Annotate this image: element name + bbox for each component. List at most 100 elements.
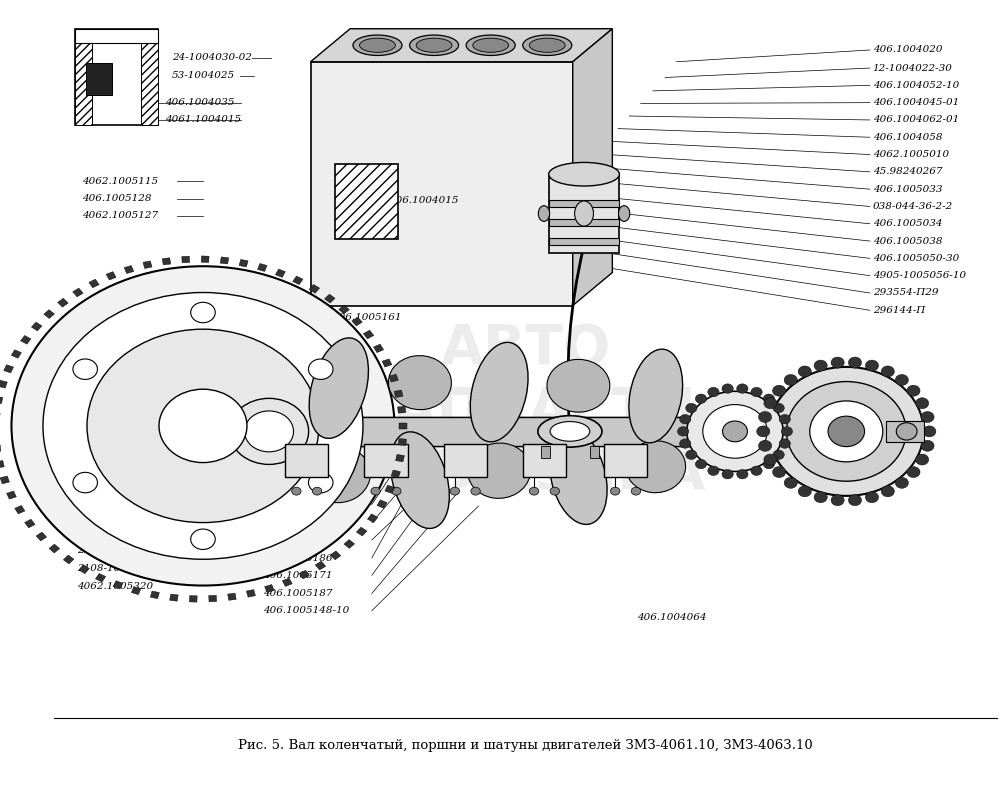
Bar [246, 589, 255, 597]
Text: 406.1005033: 406.1005033 [873, 185, 942, 194]
Bar [590, 446, 599, 458]
Text: 2108-1005160: 2108-1005160 [78, 564, 154, 573]
Circle shape [848, 495, 862, 506]
Circle shape [695, 394, 707, 403]
Circle shape [907, 385, 920, 396]
Circle shape [708, 387, 719, 397]
Bar [189, 596, 197, 602]
Ellipse shape [470, 342, 528, 442]
Bar [220, 257, 229, 264]
Circle shape [828, 416, 865, 447]
Bar [162, 257, 171, 265]
Bar [11, 350, 21, 358]
Bar [444, 444, 487, 477]
Text: 038-044-36-2-2: 038-044-36-2-2 [873, 202, 953, 211]
Circle shape [787, 382, 906, 482]
Bar [36, 532, 47, 541]
Bar [73, 288, 83, 297]
Bar [75, 29, 92, 124]
Bar [344, 539, 355, 548]
Circle shape [695, 459, 707, 469]
Circle shape [550, 487, 560, 495]
Circle shape [751, 466, 762, 475]
Text: 4062.1005320: 4062.1005320 [78, 582, 154, 591]
Circle shape [722, 384, 733, 394]
Text: 406.1005038: 406.1005038 [873, 237, 942, 246]
Bar [257, 264, 267, 272]
Circle shape [798, 366, 811, 377]
Text: 4061.1004015: 4061.1004015 [165, 116, 241, 124]
Text: 406.1005034: 406.1005034 [873, 219, 942, 228]
Circle shape [773, 385, 786, 396]
Circle shape [73, 472, 97, 493]
Bar [201, 256, 209, 262]
Text: 293554-П29: 293554-П29 [873, 288, 938, 298]
Circle shape [529, 487, 539, 495]
Circle shape [610, 487, 620, 495]
Bar [377, 500, 387, 508]
Ellipse shape [538, 416, 602, 447]
Ellipse shape [547, 360, 610, 412]
Bar [44, 310, 54, 318]
Bar [391, 470, 400, 478]
Ellipse shape [466, 35, 515, 55]
Text: АВТО
ЗАПЧАСТИ
ЖЕЛЕЗЯКА: АВТО ЗАПЧАСТИ ЖЕЛЕЗЯКА [345, 322, 706, 501]
Circle shape [921, 440, 934, 451]
Ellipse shape [575, 201, 593, 227]
Circle shape [814, 492, 827, 503]
Bar [0, 461, 4, 468]
Bar [285, 444, 328, 477]
Bar [7, 491, 16, 499]
Bar [549, 174, 619, 253]
Bar [4, 365, 14, 373]
Bar [0, 380, 7, 388]
Text: 53-1004025: 53-1004025 [172, 71, 235, 81]
Bar [394, 390, 403, 398]
Circle shape [848, 357, 862, 368]
Ellipse shape [360, 38, 395, 52]
Text: 45.98240267: 45.98240267 [873, 167, 942, 177]
Circle shape [831, 357, 844, 368]
Circle shape [896, 423, 917, 440]
Bar [396, 455, 404, 462]
Text: 406.1004058: 406.1004058 [873, 133, 942, 142]
Bar [75, 29, 158, 43]
Circle shape [708, 466, 719, 475]
Circle shape [831, 495, 844, 506]
Circle shape [810, 401, 883, 462]
Text: 80203АС9: 80203АС9 [78, 509, 133, 519]
Text: 406.1005170: 406.1005170 [263, 535, 333, 544]
Bar [549, 238, 619, 245]
Ellipse shape [538, 206, 550, 222]
Circle shape [779, 414, 790, 424]
Ellipse shape [550, 429, 607, 524]
Bar [282, 578, 292, 586]
Bar [261, 417, 827, 446]
Bar [86, 63, 112, 95]
Circle shape [159, 389, 247, 463]
Bar [886, 421, 924, 442]
Bar [339, 305, 349, 314]
Circle shape [881, 366, 894, 377]
Circle shape [921, 412, 934, 422]
Bar [124, 265, 134, 273]
Bar [75, 29, 158, 124]
Bar [356, 527, 367, 536]
Bar [170, 594, 178, 601]
Circle shape [751, 387, 762, 397]
Circle shape [865, 492, 879, 503]
Text: 4062.1005010: 4062.1005010 [873, 150, 949, 159]
Text: 4062.1005115: 4062.1005115 [82, 177, 158, 186]
Bar [141, 29, 158, 124]
Ellipse shape [390, 432, 449, 528]
Circle shape [11, 266, 394, 585]
Text: 406.1005128: 406.1005128 [82, 194, 152, 203]
Bar [275, 269, 285, 277]
Bar [131, 587, 141, 595]
Bar [143, 261, 152, 268]
Bar [382, 359, 392, 367]
Bar [352, 317, 362, 326]
Bar [228, 593, 236, 600]
Ellipse shape [629, 349, 683, 443]
Circle shape [73, 359, 97, 379]
